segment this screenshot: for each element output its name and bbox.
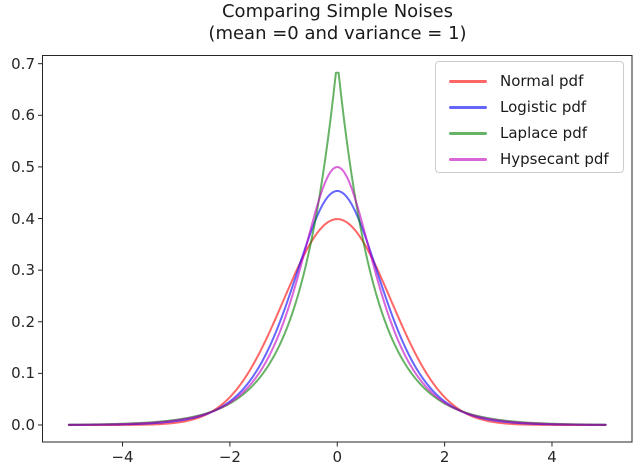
x-tick-label: 0 [332,448,343,466]
curve-logistic [67,190,607,426]
legend-label-normal: Normal pdf [500,72,584,90]
y-tick-label: 0.7 [11,54,35,73]
chart-title: Comparing Simple Noises (mean =0 and var… [42,1,633,45]
legend-label-laplace: Laplace pdf [500,124,587,142]
curve-hypsecant [67,166,607,426]
y-tick-label: 0.5 [11,157,35,176]
legend-label-logistic: Logistic pdf [500,98,587,116]
y-tick-label: 0.0 [11,416,35,434]
chart-title-line-1: Comparing Simple Noises [221,1,454,22]
legend-line-hypsecant-icon [449,157,487,161]
y-tick-label: 0.6 [11,106,35,125]
chart-title-line-2: (mean =0 and variance = 1) [208,23,467,44]
curve-normal [67,218,607,426]
legend-line-normal-icon [449,79,487,83]
legend-item-logistic: Logistic pdf [436,94,623,120]
legend-label-hypsecant: Hypsecant pdf [500,150,609,168]
x-tick-label: 4 [547,448,557,466]
x-tick-label: 2 [439,448,450,466]
legend-item-laplace: Laplace pdf [436,120,623,146]
legend-line-logistic-icon [449,105,487,109]
y-tick-label: 0.2 [11,312,35,331]
legend-item-hypsecant: Hypsecant pdf [436,146,623,172]
y-tick-label: 0.3 [11,261,35,280]
legend-item-normal: Normal pdf [436,68,623,94]
x-tick-label: −4 [111,448,134,466]
axes-spines [42,55,633,443]
y-tick-label: 0.1 [11,364,35,383]
y-tick-label: 0.4 [11,209,35,228]
legend-line-laplace-icon [449,131,487,135]
x-tick-label: −2 [218,448,241,466]
legend: Normal pdf Logistic pdf Laplace pdf Hyps… [435,61,624,173]
